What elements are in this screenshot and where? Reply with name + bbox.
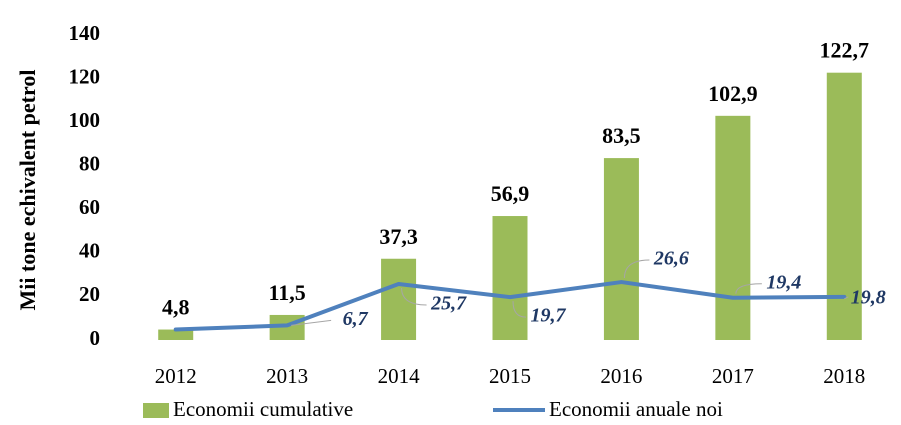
bar-label: 37,3 — [379, 224, 418, 249]
line-label: 6,7 — [343, 308, 369, 330]
leader-line — [401, 287, 427, 306]
y-axis-title: Mii tone echivalent petrol — [15, 70, 40, 311]
y-tick-label: 0 — [90, 326, 101, 350]
line-label: 25,7 — [430, 293, 467, 315]
x-tick-label: 2017 — [712, 364, 754, 388]
line-label: 26,6 — [653, 248, 689, 270]
legend-swatch — [143, 403, 169, 418]
bar — [492, 216, 528, 340]
legend-label: Economii anuale noi — [549, 397, 723, 421]
leader-line — [291, 319, 332, 326]
x-tick-label: 2012 — [155, 364, 197, 388]
x-tick-label: 2014 — [378, 364, 421, 388]
y-tick-label: 100 — [69, 108, 101, 132]
line-label: 19,8 — [851, 286, 886, 308]
y-tick-label: 80 — [79, 152, 100, 176]
x-tick-label: 2018 — [823, 364, 865, 388]
x-tick-label: 2013 — [266, 364, 308, 388]
x-tick-label: 2016 — [600, 364, 642, 388]
y-tick-label: 140 — [69, 21, 101, 45]
y-tick-label: 120 — [69, 64, 101, 88]
legend-label: Economii cumulative — [173, 397, 353, 421]
bar-label: 56,9 — [491, 181, 530, 206]
bar-label: 122,7 — [820, 38, 870, 63]
line-label: 19,7 — [531, 305, 567, 327]
leader-line — [623, 259, 650, 279]
bar-label: 11,5 — [268, 280, 305, 305]
line — [173, 280, 847, 332]
bar-label: 83,5 — [602, 123, 641, 148]
bar — [158, 329, 194, 340]
bar — [381, 258, 417, 340]
line-label: 19,4 — [766, 271, 801, 293]
leader-line — [512, 301, 527, 318]
bar — [603, 158, 639, 340]
y-tick-label: 20 — [79, 282, 100, 306]
leader-line — [735, 283, 762, 294]
bar-label: 4,8 — [162, 295, 190, 320]
y-tick-label: 60 — [79, 195, 100, 219]
leader-line — [844, 296, 849, 300]
bar-label: 102,9 — [708, 81, 758, 106]
bar — [715, 115, 751, 340]
y-tick-label: 40 — [79, 239, 100, 263]
x-tick-label: 2015 — [489, 364, 531, 388]
